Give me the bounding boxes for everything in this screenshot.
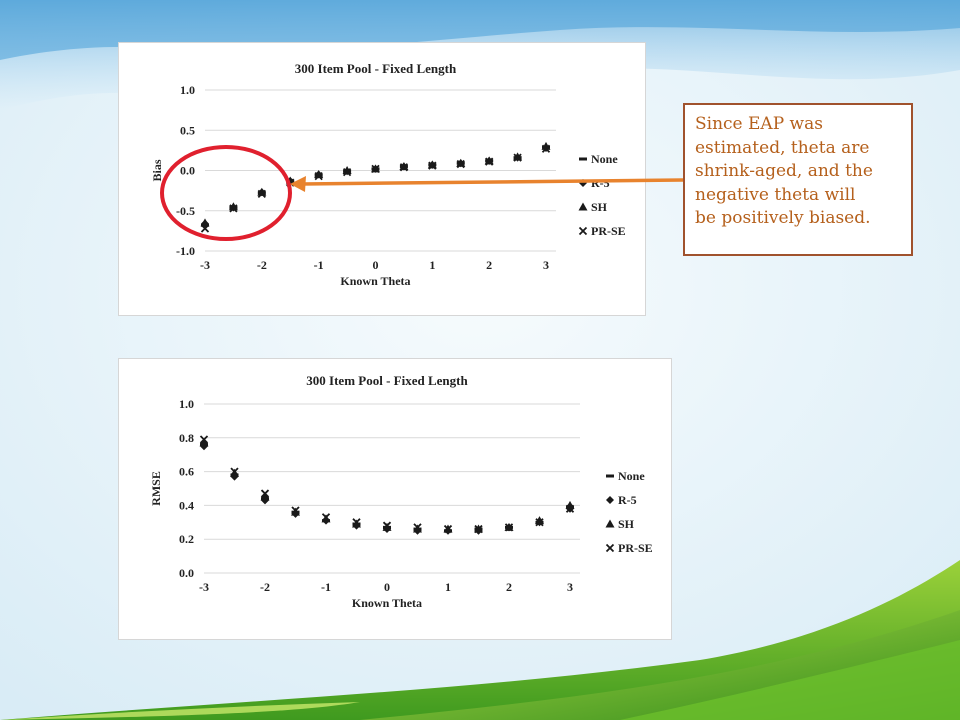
y-tick-label: 0.4 xyxy=(179,498,194,512)
x-tick-label: -1 xyxy=(321,580,331,594)
series-sh xyxy=(200,141,551,227)
y-tick-label: -1.0 xyxy=(176,244,195,258)
x-tick-label: 1 xyxy=(429,258,435,272)
legend-marker xyxy=(579,157,587,161)
legend-entry: SH xyxy=(591,200,608,214)
y-tick-label: 0.2 xyxy=(179,532,194,546)
y-tick-label: 0.6 xyxy=(179,465,194,479)
data-point xyxy=(541,141,551,150)
bias-chart-panel: 300 Item Pool - Fixed Length 1.0 0.5 0.0 -0.… xyxy=(118,42,646,316)
series-none xyxy=(200,443,574,533)
x-tick-label: 1 xyxy=(445,580,451,594)
data-point xyxy=(485,157,494,166)
data-point xyxy=(535,518,544,527)
x-tick-label: -3 xyxy=(200,258,210,272)
y-axis-label: Bias xyxy=(150,159,164,181)
legend-marker xyxy=(606,474,614,478)
data-point xyxy=(291,506,300,515)
x-tick-label: 0 xyxy=(384,580,390,594)
legend-marker xyxy=(578,226,588,236)
legend-marker xyxy=(605,519,615,528)
series-sh xyxy=(199,438,575,533)
x-tick-label: -3 xyxy=(199,580,209,594)
series-none xyxy=(201,145,550,227)
legend-entry: None xyxy=(618,469,645,483)
x-tick-label: 3 xyxy=(567,580,573,594)
data-point xyxy=(513,153,522,162)
data-point xyxy=(484,156,494,165)
data-point xyxy=(413,523,422,532)
data-point xyxy=(399,163,409,172)
data-point xyxy=(352,518,361,527)
data-point xyxy=(535,516,544,525)
y-tick-label: 0.5 xyxy=(180,123,195,137)
x-tick-label: 2 xyxy=(486,258,492,272)
legend-marker xyxy=(606,496,614,504)
data-point xyxy=(321,513,331,522)
y-axis-label: RMSE xyxy=(149,471,163,506)
data-point xyxy=(399,161,409,170)
chart-title: 300 Item Pool - Fixed Length xyxy=(306,373,468,388)
data-point xyxy=(342,167,352,177)
y-tick-label: 0.0 xyxy=(180,164,195,178)
y-tick-label: -0.5 xyxy=(176,204,195,218)
y-tick-label: 0.0 xyxy=(179,566,194,580)
series-pr-se xyxy=(200,144,551,233)
data-point xyxy=(382,521,392,530)
rmse-chart-panel: 300 Item Pool - Fixed Length 1.0 0.8 0.6 0.4… xyxy=(118,358,672,640)
data-point xyxy=(474,524,483,534)
series-r-5 xyxy=(200,442,574,535)
x-tick-label: -2 xyxy=(260,580,270,594)
data-point xyxy=(427,160,437,169)
data-point xyxy=(260,489,270,498)
x-tick-label: 3 xyxy=(543,258,549,272)
callout-textbox: Since EAP was estimated, theta are shrin… xyxy=(683,103,913,256)
legend-entry: None xyxy=(591,152,618,166)
legend-entry: PR-SE xyxy=(618,541,653,555)
series-pr-se xyxy=(199,435,575,534)
rmse-chart: 300 Item Pool - Fixed Length 1.0 0.8 0.6 0.4… xyxy=(149,373,653,610)
legend-marker xyxy=(605,543,615,553)
data-point xyxy=(199,435,209,444)
x-tick-label: 0 xyxy=(373,258,379,272)
chart-title: 300 Item Pool - Fixed Length xyxy=(295,61,457,76)
data-point xyxy=(371,164,380,174)
x-tick-label: 2 xyxy=(506,580,512,594)
series-r-5 xyxy=(201,143,550,228)
data-point xyxy=(541,144,551,153)
data-point xyxy=(456,158,466,167)
data-point xyxy=(443,524,453,534)
legend-entry: PR-SE xyxy=(591,224,626,238)
data-point xyxy=(504,523,514,532)
y-tick-label: 0.8 xyxy=(179,431,194,445)
legend-entry: R-5 xyxy=(591,176,610,190)
legend-marker xyxy=(578,202,588,211)
x-axis-label: Known Theta xyxy=(352,596,422,610)
legend-marker xyxy=(579,179,587,187)
bias-chart: 300 Item Pool - Fixed Length 1.0 0.5 0.0 -0.… xyxy=(150,61,626,288)
legend-entry: SH xyxy=(618,517,635,531)
y-tick-label: 1.0 xyxy=(180,83,195,97)
x-tick-label: -1 xyxy=(314,258,324,272)
data-point xyxy=(230,467,239,476)
data-point xyxy=(565,504,575,513)
data-point xyxy=(314,170,324,179)
data-point xyxy=(342,166,352,174)
legend-entry: R-5 xyxy=(618,493,637,507)
data-point xyxy=(428,161,437,170)
data-point xyxy=(199,438,209,447)
data-point xyxy=(456,159,465,169)
x-tick-label: -2 xyxy=(257,258,267,272)
y-tick-label: 1.0 xyxy=(179,397,194,411)
x-axis-label: Known Theta xyxy=(340,274,410,288)
data-point xyxy=(260,492,270,501)
data-point xyxy=(513,152,523,161)
